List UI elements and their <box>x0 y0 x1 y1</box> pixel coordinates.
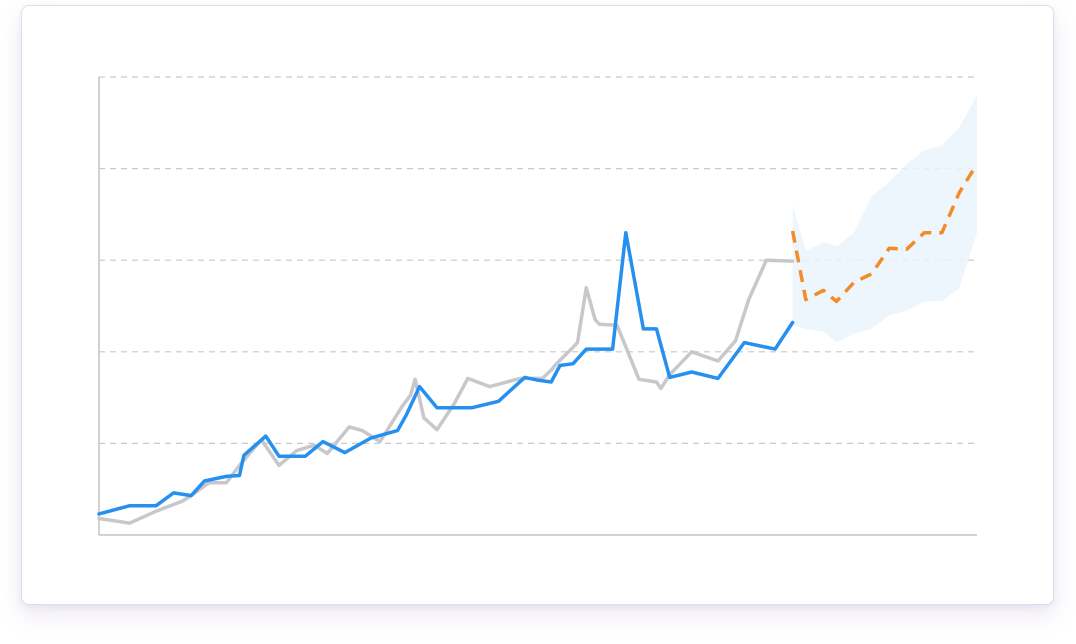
confidence-band-layer <box>792 95 977 343</box>
series-line-actual-blue <box>97 230 795 516</box>
series-layer <box>97 163 979 525</box>
forecast-confidence-band <box>792 95 977 343</box>
axis-layer <box>98 77 977 536</box>
series-line-forecast <box>790 163 979 304</box>
